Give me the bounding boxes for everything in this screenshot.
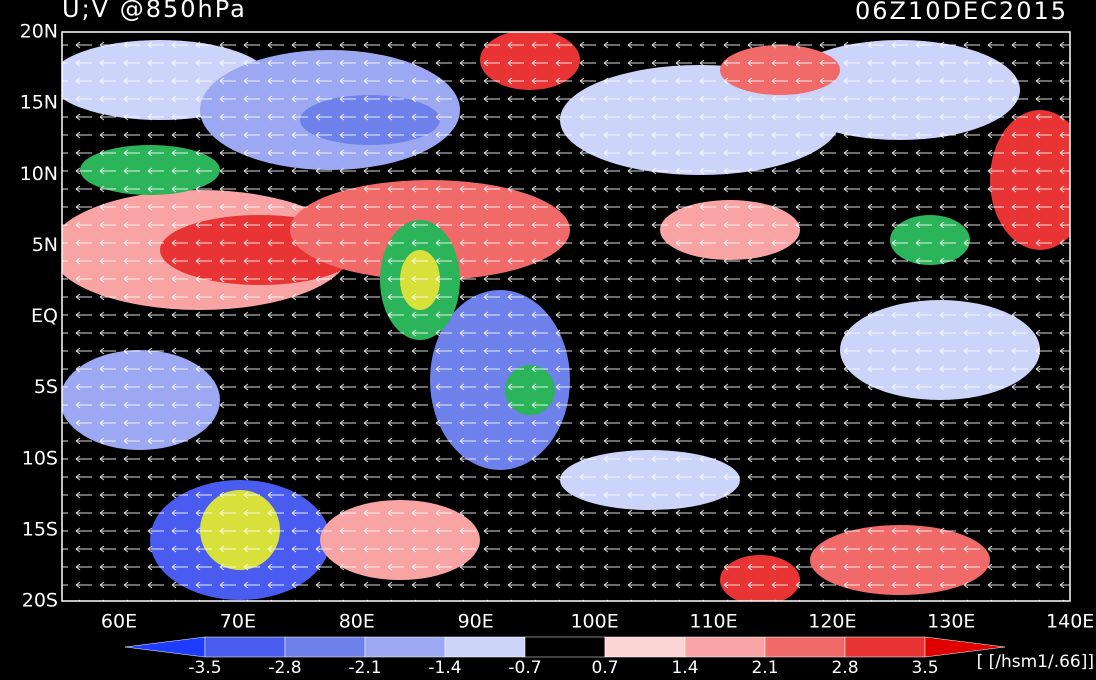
- title: U;V @850hPa: [62, 0, 247, 23]
- colorbar-arrow: [924, 636, 1006, 658]
- colorbar-label: 2.1: [751, 658, 778, 678]
- colorbar-label: -0.7: [508, 658, 541, 678]
- colorbar-label: -1.4: [428, 658, 461, 678]
- unit-label: [ [/hsm1/.66]]: [977, 652, 1094, 672]
- colorbar-segment: [444, 636, 526, 658]
- colorbar-segment: [764, 636, 846, 658]
- colorbar-label: 1.4: [671, 658, 698, 678]
- lon-label: 130E: [927, 611, 975, 633]
- map-frame: [61, 31, 1071, 602]
- colorbar-segment: [364, 636, 446, 658]
- lat-label: 5S: [34, 376, 58, 398]
- colorbar-segment: [284, 636, 366, 658]
- colorbar-label: -3.5: [188, 658, 221, 678]
- lon-label: 80E: [339, 611, 375, 633]
- lon-label: 110E: [689, 611, 737, 633]
- lat-label: EQ: [31, 305, 58, 327]
- lon-label: 90E: [458, 611, 494, 633]
- colorbar-segment: [844, 636, 926, 658]
- lat-label: 15N: [20, 92, 58, 114]
- map-field: [62, 32, 1070, 601]
- lat-label: 20N: [20, 21, 58, 43]
- lon-label: 100E: [570, 611, 618, 633]
- time: 06Z10DEC2015: [855, 0, 1068, 25]
- colorbar-label: -2.1: [348, 658, 381, 678]
- colorbar-label: 0.7: [591, 658, 618, 678]
- colorbar-segment: [204, 636, 286, 658]
- lat-label: 10S: [22, 447, 58, 469]
- lon-label: 70E: [220, 611, 256, 633]
- lat-label: 15S: [22, 518, 58, 540]
- lon-labels: 60E 70E 80E 90E 100E 110E 120E 130E 140E: [101, 611, 1094, 633]
- colorbar-label: -2.8: [268, 658, 301, 678]
- lon-label: 140E: [1046, 611, 1094, 633]
- colorbar-segment: [604, 636, 686, 658]
- colorbar-segment: [524, 636, 606, 658]
- lon-label: 60E: [101, 611, 137, 633]
- colorbar-label: 3.5: [911, 658, 938, 678]
- lat-label: 20S: [22, 590, 58, 612]
- colorbar-segment: [684, 636, 766, 658]
- colorbar-arrow: [124, 636, 206, 658]
- lat-label: 5N: [32, 234, 58, 256]
- colorbar-label: 2.8: [831, 658, 858, 678]
- lon-label: 120E: [808, 611, 856, 633]
- lat-label: 10N: [20, 163, 58, 185]
- lat-labels: 20N 15N 10N 5N EQ 5S 10S 15S 20S: [20, 21, 58, 612]
- colorbar: -3.5 -2.8 -2.1 -1.4 -0.7 0.7 1.4 2.1 2.8 3.5: [124, 636, 1006, 678]
